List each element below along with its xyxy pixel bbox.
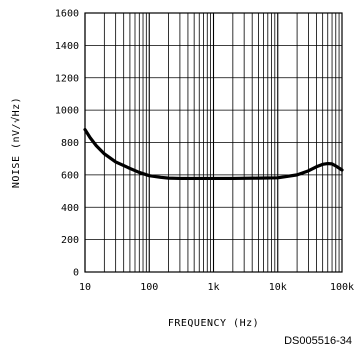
y-tick-label: 1000 <box>55 106 79 117</box>
grid-lines <box>84 12 342 273</box>
y-tick-label: 1600 <box>55 9 79 20</box>
y-tick-label: 0 <box>73 268 79 279</box>
noise-curve <box>83 127 344 181</box>
y-tick-label: 400 <box>61 203 79 214</box>
y-axis-title: NOISE (nV/√Hz) <box>10 97 22 188</box>
tick-labels: 0 200 400 600 800 1000 1200 1400 1600 10 100 1k 10k 1… <box>55 9 354 294</box>
x-tick-label: 1k <box>207 282 219 293</box>
x-axis-title: FREQUENCY (Hz) <box>168 318 259 329</box>
figure-id: DS005516-34 <box>284 335 352 347</box>
y-tick-label: 600 <box>61 170 79 181</box>
y-tick-label: 1400 <box>55 41 79 52</box>
x-tick-label: 100k <box>330 282 354 293</box>
x-tick-label: 10k <box>269 282 287 293</box>
y-tick-label: 1200 <box>55 73 79 84</box>
y-tick-label: 200 <box>61 235 79 246</box>
x-tick-label: 100 <box>140 282 158 293</box>
x-tick-label: 10 <box>79 282 91 293</box>
y-tick-label: 800 <box>61 138 79 149</box>
plot-frame <box>84 12 343 273</box>
